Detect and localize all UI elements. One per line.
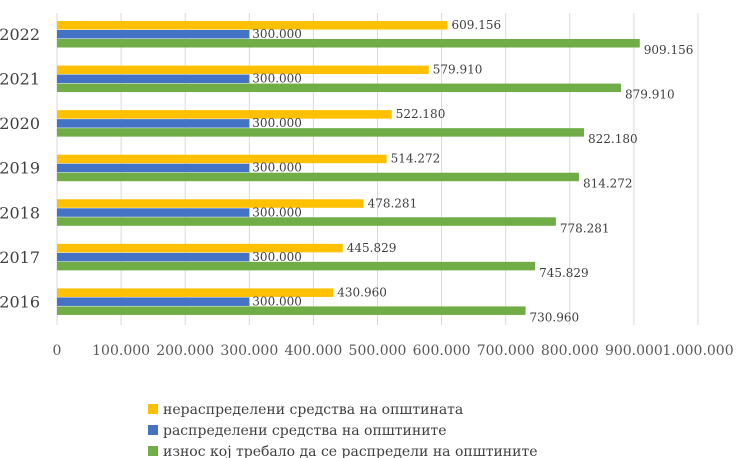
data-label: 300.000 [252,205,302,219]
legend-label: распределени средства на општините [163,423,447,439]
x-tick-label: 0 [53,343,62,359]
data-label: 730.960 [530,310,580,324]
bar-0 [57,21,448,30]
x-tick-label: 600.000 [413,343,471,359]
bar-0 [57,154,387,164]
data-label: 478.281 [368,196,418,210]
data-label: 430.960 [337,285,387,299]
x-tick-label: 400.000 [284,343,342,359]
bar-0 [57,199,364,208]
data-label: 909.156 [644,43,694,57]
data-label: 514.272 [391,152,441,166]
data-label: 445.829 [347,241,397,255]
data-label: 300.000 [252,27,302,41]
bar-2 [57,83,622,93]
bar-1 [57,30,250,39]
y-category-label: 2017 [0,248,40,267]
bar-1 [57,208,250,217]
bar-2 [57,172,579,182]
bar-0 [57,243,343,253]
bar-0 [57,65,429,75]
data-label: 745.829 [539,266,589,280]
bar-1 [57,119,250,128]
legend-swatch-0 [148,404,158,414]
data-label: 300.000 [252,72,302,86]
data-label: 579.910 [433,63,483,77]
x-tick-label: 700.000 [477,343,535,359]
data-label: 814.272 [583,177,633,191]
data-label: 300.000 [252,294,302,308]
y-category-label: 2019 [0,159,40,178]
y-category-label: 2016 [0,292,40,311]
x-tick-label: 200.000 [156,343,214,359]
data-label: 300.000 [252,116,302,130]
legend-swatch-2 [148,446,158,456]
x-tick-label: 800.000 [541,343,599,359]
x-tick-label: 1.000.000 [662,343,733,359]
y-category-label: 2022 [0,25,40,44]
bar-1 [57,163,250,173]
legend-label: износ кој требало да се распредели на оп… [163,444,538,458]
x-tick-label: 300.000 [220,343,278,359]
bar-2 [57,39,640,48]
bar-0 [57,110,392,119]
data-label: 522.180 [396,107,446,121]
x-tick-label: 500.000 [349,343,407,359]
bar-2 [57,261,536,271]
legend-swatch-1 [148,425,158,435]
data-label: 300.000 [252,250,302,264]
x-tick-label: 100.000 [92,343,150,359]
bar-2 [57,217,556,226]
bar-2 [57,306,526,315]
y-category-label: 2018 [0,203,40,222]
bar-0 [57,288,334,297]
data-label: 778.281 [560,221,610,235]
data-label: 879.910 [625,88,675,102]
legend-label: нераспределени средства на општината [163,402,463,418]
data-label: 300.000 [252,161,302,175]
y-category-label: 2021 [0,70,40,89]
data-label: 609.156 [451,18,501,32]
bar-1 [57,252,250,262]
bar-1 [57,74,250,84]
bar-1 [57,297,250,306]
bar-2 [57,128,585,137]
x-tick-label: 900.000 [605,343,663,359]
data-label: 822.180 [588,132,638,146]
y-category-label: 2020 [0,114,40,133]
